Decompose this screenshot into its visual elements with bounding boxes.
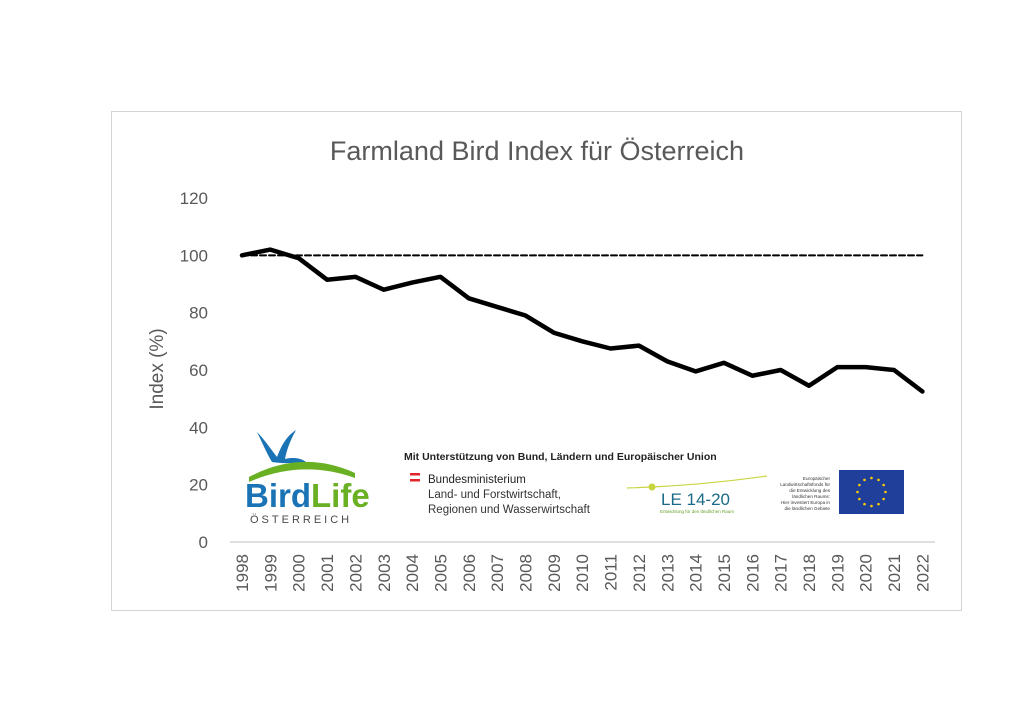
y-tick-label: 100 [180, 246, 208, 265]
y-tick-label: 0 [199, 533, 208, 552]
x-axis-ticks: 1998 1999 2000 2001 2002 2003 2004 2005 2006 2007… [233, 554, 932, 592]
ministry-line2: Land- und Forstwirtschaft, [428, 489, 561, 501]
x-tick-label: 2000 [290, 554, 309, 592]
series-group [239, 247, 925, 394]
eu-star-icon [863, 478, 866, 482]
le-dot-icon [648, 483, 656, 491]
eu-logo: Europäischer Landwirtschaftsfonds für di… [780, 470, 904, 514]
x-tick-label: 2021 [885, 554, 904, 592]
x-tick-label: 2006 [460, 554, 479, 592]
austria-flag-icon [410, 473, 420, 476]
eu-text-5: Hier investiert Europa in [781, 500, 830, 505]
x-tick-label: 2011 [602, 554, 621, 591]
eu-text-1: Europäischer [803, 476, 831, 481]
x-tick-label: 2018 [800, 554, 819, 592]
le-swoosh-icon [626, 475, 768, 489]
eu-star-icon [877, 478, 880, 482]
x-tick-label: 2008 [517, 554, 536, 592]
eu-text-4: ländlichen Raums: [792, 494, 830, 499]
chart-title: Farmland Bird Index für Österreich [330, 136, 744, 166]
eu-star-icon [884, 490, 887, 494]
x-tick-label: 2013 [658, 554, 677, 592]
y-tick-label: 20 [189, 476, 208, 495]
y-tick-label: 60 [189, 361, 208, 380]
ministry-line1: Bundesministerium [428, 474, 526, 486]
y-tick-label: 120 [180, 189, 208, 208]
le-subtext: Entwicklung für den ländlichen Raum [660, 509, 734, 514]
eu-star-icon [856, 490, 859, 494]
chart-svg: Farmland Bird Index für Österreich Index… [147, 136, 935, 592]
x-tick-label: 2009 [545, 554, 564, 592]
eu-star-icon [858, 497, 861, 501]
support-text: Mit Unterstützung von Bund, Ländern und … [404, 451, 717, 463]
x-tick-label: 2010 [573, 554, 592, 592]
x-tick-label: 1999 [261, 554, 280, 592]
eu-star-icon [882, 497, 885, 501]
x-tick-label: 2022 [913, 554, 932, 592]
eu-text-2: Landwirtschaftsfonds für [780, 482, 830, 487]
green-arc-icon [249, 461, 355, 482]
x-tick-label: 2005 [431, 554, 450, 592]
eu-text-3: die Entwicklung des [789, 488, 830, 493]
birdlife-logo: BirdLife ÖSTERREICH [245, 430, 370, 526]
chart-frame: Farmland Bird Index für Österreich Index… [111, 111, 962, 611]
x-tick-label: 2002 [346, 554, 365, 592]
y-axis-label: Index (%) [147, 328, 168, 409]
eu-star-icon [870, 504, 873, 508]
x-tick-label: 2014 [687, 554, 706, 592]
birdlife-country: ÖSTERREICH [250, 514, 352, 526]
x-tick-label: 2020 [857, 554, 876, 592]
ministry-line3: Regionen und Wasserwirtschaft [428, 504, 591, 516]
eu-flag-icon [839, 470, 904, 514]
x-tick-label: 1998 [233, 554, 252, 592]
y-tick-label: 80 [189, 304, 208, 323]
le-text: LE 14-20 [661, 490, 730, 509]
y-axis-ticks: 0 20 40 60 80 100 120 [180, 189, 208, 552]
x-tick-label: 2003 [375, 554, 394, 592]
eu-stars-icon [856, 476, 887, 508]
eu-star-icon [863, 502, 866, 506]
eu-star-icon [858, 483, 861, 487]
eu-star-icon [877, 502, 880, 506]
eu-star-icon [870, 476, 873, 480]
x-tick-label: 2001 [318, 554, 337, 592]
x-tick-label: 2017 [772, 554, 791, 592]
ministry-logo: Bundesministerium Land- und Forstwirtsch… [410, 473, 591, 516]
x-tick-label: 2016 [743, 554, 762, 592]
x-tick-label: 2012 [630, 554, 649, 592]
birdlife-wordmark: BirdLife [245, 477, 370, 514]
le-logo: LE 14-20 Entwicklung für den ländlichen … [626, 475, 768, 514]
x-tick-label: 2019 [828, 554, 847, 592]
x-tick-label: 2015 [715, 554, 734, 592]
x-tick-label: 2007 [488, 554, 507, 592]
y-tick-label: 40 [189, 418, 208, 437]
bird-icon [257, 430, 306, 464]
index-series-line [239, 247, 925, 394]
x-tick-label: 2004 [403, 554, 422, 592]
eu-star-icon [882, 483, 885, 487]
eu-text-6: die ländlichen Gebiete [785, 506, 831, 511]
